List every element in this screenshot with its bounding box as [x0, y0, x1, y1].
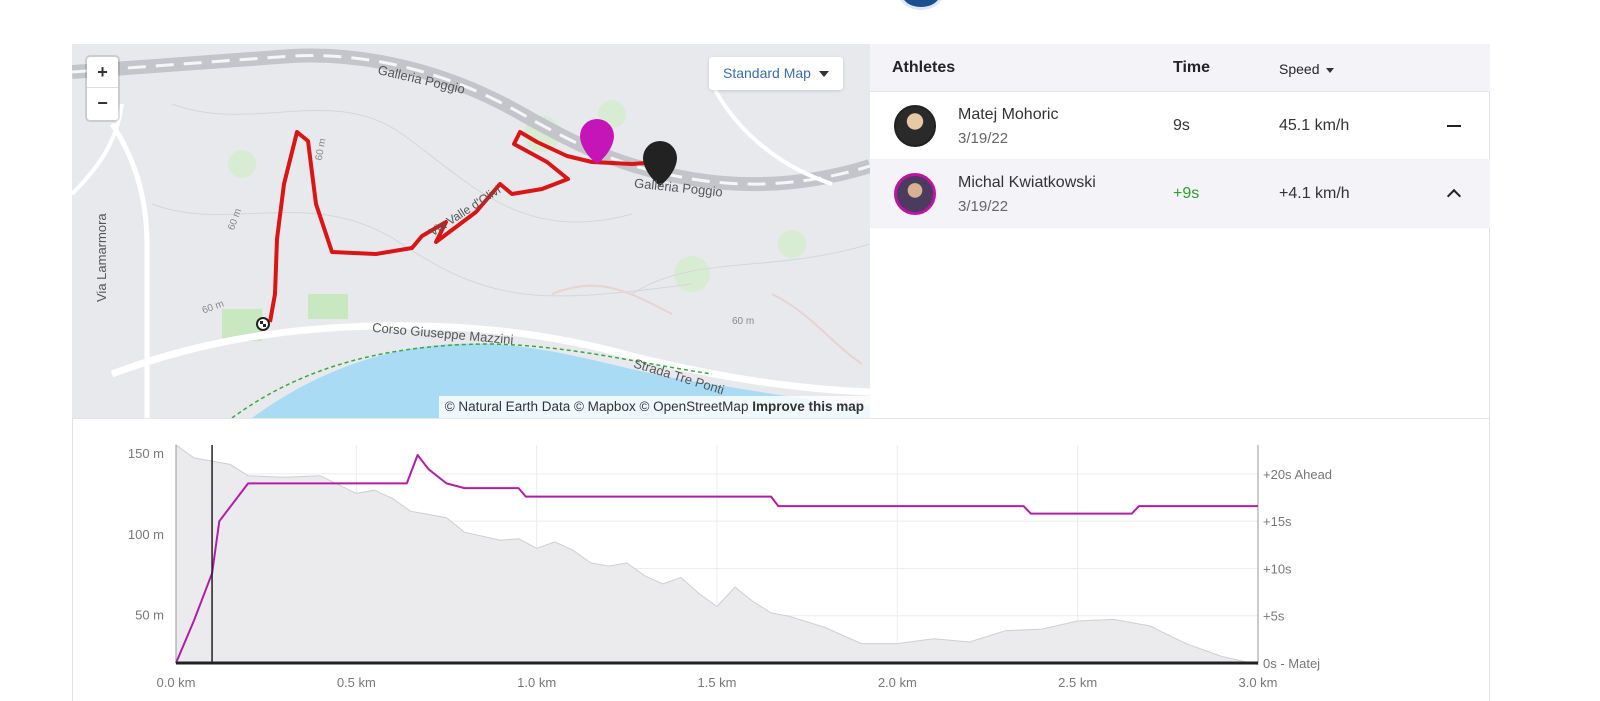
comparison-chart[interactable]: 0.0 km 0.5 km 1.0 km 1.5 km 2.0 km 2.5 km 3.0 …: [72, 419, 1490, 701]
leader-position-marker: [643, 141, 677, 186]
y-right-tick-label: 0s - Matej: [1263, 656, 1320, 671]
effort-time-diff: +9s: [1173, 185, 1200, 202]
y-right-tick-label: +15s: [1263, 514, 1292, 529]
contour-label: 60 m: [732, 316, 755, 327]
caret-down-icon: [1326, 67, 1335, 73]
map-style-dropdown[interactable]: Standard Map: [709, 57, 843, 90]
y-left-tick-label: 100 m: [128, 527, 164, 542]
zoom-out-button[interactable]: −: [97, 93, 108, 113]
rail-line: [231, 343, 713, 418]
map-attribution: © Natural Earth Data © Mapbox © OpenStre…: [438, 396, 870, 418]
header-speed-label: Speed: [1279, 61, 1320, 77]
x-tick-label: 1.5 km: [697, 675, 736, 690]
improve-map-link[interactable]: Improve this map: [752, 399, 864, 414]
section-divider: [72, 418, 1490, 419]
header-athletes: Athletes: [892, 59, 956, 76]
route-line: [268, 130, 661, 323]
y-right-tick-label: +20s Ahead: [1263, 467, 1332, 482]
x-tick-label: 3.0 km: [1238, 675, 1277, 690]
attribution-text: © Natural Earth Data © Mapbox © OpenStre…: [444, 399, 749, 414]
caret-down-icon: [818, 71, 829, 78]
chevron-up-icon[interactable]: [1443, 183, 1465, 205]
athlete-position-marker: [580, 119, 614, 164]
effort-speed: 45.1 km/h: [1279, 117, 1350, 134]
collapse-icon[interactable]: [1443, 115, 1465, 137]
street-label: Via Lamarmora: [94, 213, 109, 302]
x-tick-label: 0.0 km: [156, 675, 195, 690]
map-style-label: Standard Map: [723, 65, 811, 81]
chart-canvas: 0.0 km 0.5 km 1.0 km 1.5 km 2.0 km 2.5 km 3.0 …: [128, 444, 1332, 690]
y-left-tick-label: 150 m: [128, 446, 164, 461]
effort-date: 3/19/22: [958, 130, 1009, 147]
athlete-name[interactable]: Michal Kwiatkowski: [958, 174, 1096, 191]
x-tick-label: 0.5 km: [337, 675, 376, 690]
avatar[interactable]: [894, 105, 936, 147]
avatar[interactable]: [894, 173, 936, 215]
effort-speed-diff: +4.1 km/h: [1279, 185, 1350, 202]
table-header: Athletes Time Speed: [870, 44, 1490, 92]
table-row[interactable]: Michal Kwiatkowski 3/19/22 +9s +4.1 km/h: [870, 160, 1490, 228]
y-left-tick-label: 50 m: [135, 608, 164, 623]
club-logo: [899, 0, 943, 10]
header-time: Time: [1173, 59, 1211, 76]
x-tick-label: 2.5 km: [1058, 675, 1097, 690]
y-right-tick-label: +10s: [1263, 561, 1292, 576]
x-tick-label: 2.0 km: [878, 675, 917, 690]
athletes-table: Athletes Time Speed Matej Mohoric 3/19/2…: [870, 44, 1490, 228]
x-tick-label: 1.0 km: [517, 675, 556, 690]
map-canvas: [72, 48, 870, 418]
effort-date: 3/19/22: [958, 198, 1009, 215]
park-area: [308, 294, 348, 319]
zoom-in-button[interactable]: +: [87, 57, 118, 88]
table-row[interactable]: Matej Mohoric 3/19/22 9s 45.1 km/h: [870, 92, 1490, 160]
zoom-control: + −: [87, 57, 118, 120]
athlete-name[interactable]: Matej Mohoric: [958, 106, 1059, 123]
series-line: [175, 454, 1258, 664]
route-map[interactable]: Galleria Poggio Galleria Poggio Via Lama…: [72, 44, 870, 418]
y-right-tick-label: +5s: [1263, 609, 1285, 624]
header-speed-dropdown[interactable]: Speed: [1279, 61, 1335, 77]
elevation-area: [175, 444, 1259, 666]
coastal-road: [110, 322, 870, 396]
effort-time: 9s: [1173, 117, 1190, 134]
